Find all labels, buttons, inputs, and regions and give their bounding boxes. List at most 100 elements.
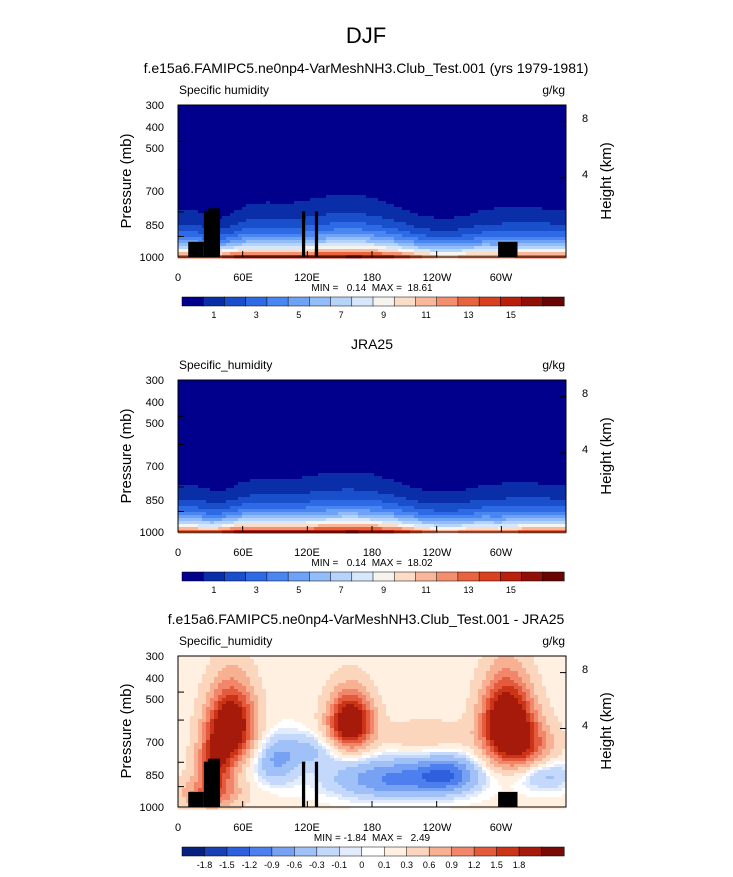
contour-cell bbox=[410, 177, 415, 181]
contour-cell bbox=[214, 132, 219, 136]
contour-cell bbox=[278, 162, 283, 166]
contour-cell bbox=[502, 207, 507, 211]
contour-cell bbox=[230, 213, 235, 217]
contour-cell bbox=[242, 165, 247, 169]
contour-cell bbox=[178, 237, 183, 241]
contour-cell bbox=[186, 114, 191, 118]
contour-cell bbox=[178, 147, 183, 151]
contour-cell bbox=[250, 144, 255, 148]
contour-cell bbox=[490, 207, 495, 211]
contour-cell bbox=[254, 132, 259, 136]
contour-cell bbox=[418, 192, 423, 196]
contour-cell bbox=[290, 225, 295, 229]
contour-cell bbox=[350, 108, 355, 112]
contour-cell bbox=[442, 204, 447, 208]
contour-cell bbox=[246, 156, 251, 160]
contour-cell bbox=[294, 252, 299, 256]
contour-cell bbox=[466, 231, 471, 235]
contour-cell bbox=[402, 204, 407, 208]
contour-cell bbox=[446, 213, 451, 217]
contour-cell bbox=[270, 198, 275, 202]
contour-cell bbox=[522, 231, 527, 235]
contour-cell bbox=[338, 114, 343, 118]
contour-cell bbox=[370, 189, 375, 193]
contour-cell bbox=[306, 249, 311, 253]
contour-cell bbox=[434, 129, 439, 133]
contour-cell bbox=[278, 141, 283, 145]
contour-cell bbox=[414, 162, 419, 166]
contour-cell bbox=[522, 219, 527, 223]
contour-cell bbox=[266, 132, 271, 136]
contour-cell bbox=[302, 135, 307, 139]
contour-cell bbox=[178, 192, 183, 196]
contour-cell bbox=[234, 228, 239, 232]
contour-cell bbox=[470, 156, 475, 160]
contour-cell bbox=[478, 177, 483, 181]
contour-cell bbox=[530, 105, 535, 109]
contour-cell bbox=[558, 159, 563, 163]
contour-cell bbox=[226, 141, 231, 145]
contour-cell bbox=[486, 123, 491, 127]
contour-cell bbox=[214, 141, 219, 145]
contour-cell bbox=[362, 195, 367, 199]
colorbar-swatch bbox=[203, 297, 225, 306]
contour-cell bbox=[330, 105, 335, 109]
contour-cell bbox=[474, 129, 479, 133]
contour-cell bbox=[526, 165, 531, 169]
contour-cell bbox=[250, 114, 255, 118]
contour-cell bbox=[350, 216, 355, 220]
contour-cell bbox=[278, 174, 283, 178]
contour-cell bbox=[226, 216, 231, 220]
contour-cell bbox=[254, 243, 259, 247]
contour-cell bbox=[542, 243, 547, 247]
contour-cell bbox=[322, 108, 327, 112]
contour-cell bbox=[470, 243, 475, 247]
contour-cell bbox=[330, 216, 335, 220]
contour-cell bbox=[206, 132, 211, 136]
contour-cell bbox=[526, 120, 531, 124]
contour-cell bbox=[190, 129, 195, 133]
contour-cell bbox=[394, 120, 399, 124]
contour-cell bbox=[414, 207, 419, 211]
contour-cell bbox=[482, 216, 487, 220]
contour-cell bbox=[538, 240, 543, 244]
contour-cell bbox=[350, 111, 355, 115]
contour-cell bbox=[282, 192, 287, 196]
contour-cell bbox=[434, 201, 439, 205]
contour-cell bbox=[294, 186, 299, 190]
contour-cell bbox=[530, 240, 535, 244]
contour-cell bbox=[330, 117, 335, 121]
contour-cell bbox=[478, 111, 483, 115]
contour-cell bbox=[218, 126, 223, 130]
contour-cell bbox=[550, 207, 555, 211]
contour-cell bbox=[550, 174, 555, 178]
contour-cell bbox=[406, 201, 411, 205]
contour-cell bbox=[314, 189, 319, 193]
contour-cell bbox=[442, 252, 447, 256]
contour-cell bbox=[326, 234, 331, 238]
contour-cell bbox=[538, 111, 543, 115]
contour-cell bbox=[474, 195, 479, 199]
contour-cell bbox=[266, 243, 271, 247]
contour-cell bbox=[530, 195, 535, 199]
contour-cell bbox=[426, 234, 431, 238]
contour-cell bbox=[270, 183, 275, 187]
contour-cell bbox=[386, 168, 391, 172]
contour-cell bbox=[190, 159, 195, 163]
contour-cell bbox=[402, 177, 407, 181]
contour-cell bbox=[454, 156, 459, 160]
contour-cell bbox=[530, 231, 535, 235]
contour-cell bbox=[426, 180, 431, 184]
contour-cell bbox=[282, 249, 287, 253]
contour-cell bbox=[274, 138, 279, 142]
contour-cell bbox=[226, 228, 231, 232]
contour-cell bbox=[506, 141, 511, 145]
contour-cell bbox=[502, 135, 507, 139]
contour-cell bbox=[314, 138, 319, 142]
contour-cell bbox=[482, 168, 487, 172]
contour-cell bbox=[346, 159, 351, 163]
contour-cell bbox=[370, 213, 375, 217]
contour-cell bbox=[426, 156, 431, 160]
contour-cell bbox=[346, 192, 351, 196]
contour-cell bbox=[230, 117, 235, 121]
